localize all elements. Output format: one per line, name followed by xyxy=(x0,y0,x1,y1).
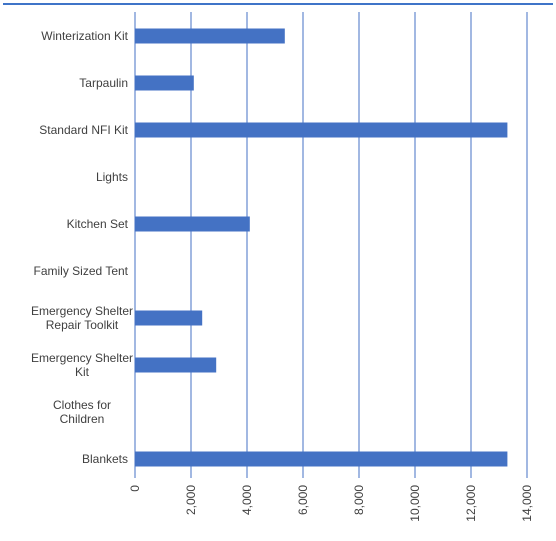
x-tick-label-3: 6,000 xyxy=(296,485,310,515)
category-label-8: Clothes for Children xyxy=(53,398,111,426)
category-label-4: Kitchen Set xyxy=(67,217,129,231)
x-tick-label-7: 14,000 xyxy=(520,485,534,522)
category-label-6: Emergency Shelter Repair Toolkit xyxy=(31,304,133,332)
x-tick-label-4: 8,000 xyxy=(352,485,366,515)
x-tick-labels: 0 2,000 4,000 6,000 8,000 10,000 12,000 14,000 xyxy=(128,485,534,522)
category-label-0: Winterization Kit xyxy=(41,29,128,43)
category-label-9: Blankets xyxy=(82,452,128,466)
x-tick-label-2: 4,000 xyxy=(240,485,254,515)
x-tick-label-1: 2,000 xyxy=(184,485,198,515)
category-label-3: Lights xyxy=(96,170,128,184)
category-label-7: Emergency Shelter Kit xyxy=(31,351,133,379)
category-label-1: Tarpaulin xyxy=(79,76,128,90)
category-labels: Winterization Kit Tarpaulin Standard NFI K… xyxy=(31,29,133,466)
bar-0 xyxy=(135,28,285,44)
x-tick-label-0: 0 xyxy=(128,485,142,492)
bar-4 xyxy=(135,216,250,232)
bars xyxy=(135,28,508,467)
category-label-5: Family Sized Tent xyxy=(34,264,129,278)
x-tick-label-5: 10,000 xyxy=(408,485,422,522)
bar-7 xyxy=(135,357,217,373)
category-label-2: Standard NFI Kit xyxy=(39,123,128,137)
bar-1 xyxy=(135,75,194,91)
bar-2 xyxy=(135,122,508,138)
bar-9 xyxy=(135,451,508,467)
x-tick-label-6: 12,000 xyxy=(464,485,478,522)
bar-6 xyxy=(135,310,203,326)
